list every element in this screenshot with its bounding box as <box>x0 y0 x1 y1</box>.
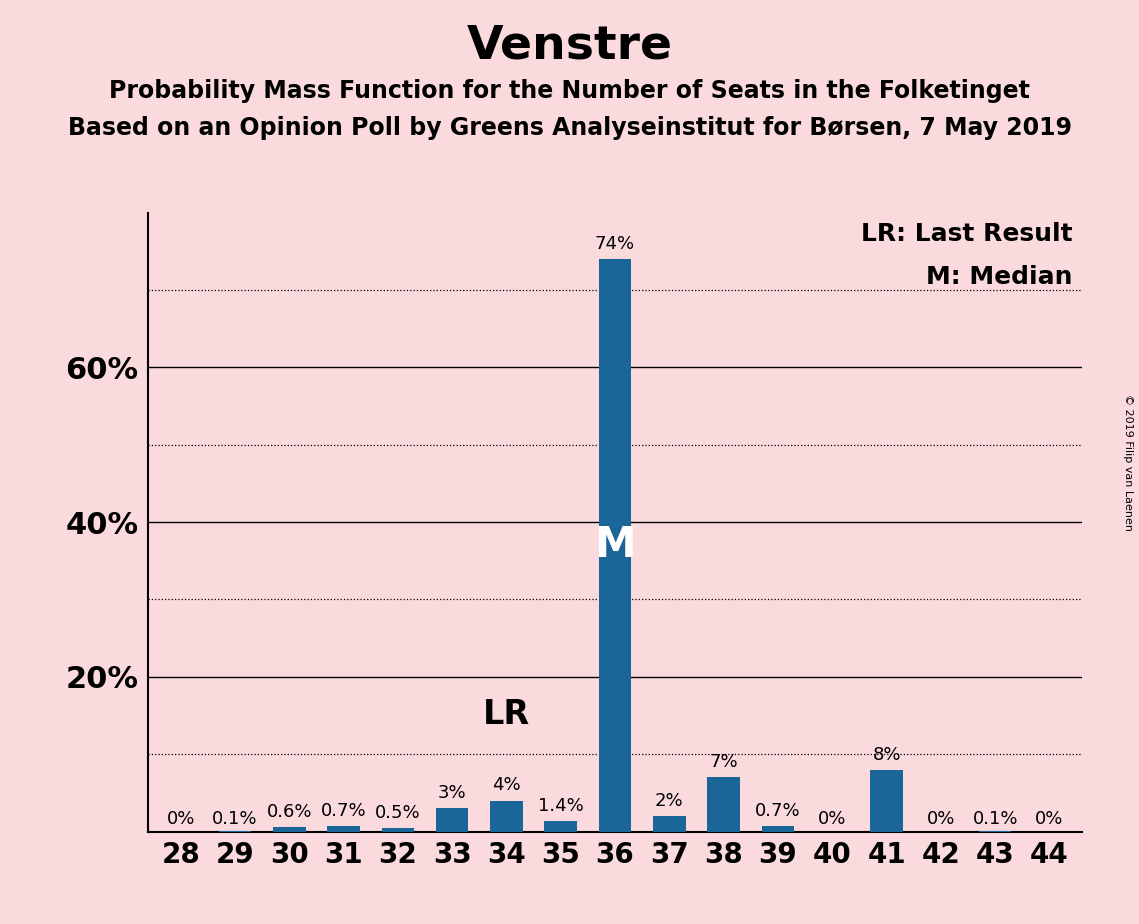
Bar <box>273 827 305 832</box>
Text: 0%: 0% <box>1035 809 1064 828</box>
Text: 0.6%: 0.6% <box>267 803 312 821</box>
Text: 0%: 0% <box>927 809 956 828</box>
Text: 1.4%: 1.4% <box>538 796 583 815</box>
Bar <box>599 259 631 832</box>
Text: 0%: 0% <box>166 809 195 828</box>
Text: 74%: 74% <box>595 235 636 253</box>
Text: 7%: 7% <box>710 753 738 772</box>
Text: LR: LR <box>483 698 530 731</box>
Bar <box>762 826 794 832</box>
Text: M: M <box>595 524 636 566</box>
Text: Venstre: Venstre <box>467 23 672 68</box>
Bar <box>327 826 360 832</box>
Text: 0.7%: 0.7% <box>755 802 801 820</box>
Bar <box>707 777 740 832</box>
Text: 0%: 0% <box>818 809 846 828</box>
Text: 0.1%: 0.1% <box>973 809 1018 828</box>
Text: Probability Mass Function for the Number of Seats in the Folketinget: Probability Mass Function for the Number… <box>109 79 1030 103</box>
Text: 0.1%: 0.1% <box>212 809 257 828</box>
Text: LR: Last Result: LR: Last Result <box>861 222 1073 246</box>
Bar <box>653 816 686 832</box>
Text: M: Median: M: Median <box>926 265 1073 289</box>
Text: 3%: 3% <box>437 784 467 802</box>
Text: 4%: 4% <box>492 776 521 795</box>
Text: 2%: 2% <box>655 792 683 810</box>
Text: © 2019 Filip van Laenen: © 2019 Filip van Laenen <box>1123 394 1133 530</box>
Text: 0.7%: 0.7% <box>321 802 367 820</box>
Bar <box>544 821 577 832</box>
Text: 8%: 8% <box>872 746 901 763</box>
Bar <box>382 828 415 832</box>
Bar <box>870 770 903 832</box>
Bar <box>490 800 523 832</box>
Text: Based on an Opinion Poll by Greens Analyseinstitut for Børsen, 7 May 2019: Based on an Opinion Poll by Greens Analy… <box>67 116 1072 140</box>
Text: 0.5%: 0.5% <box>375 804 420 821</box>
Bar <box>436 808 468 832</box>
